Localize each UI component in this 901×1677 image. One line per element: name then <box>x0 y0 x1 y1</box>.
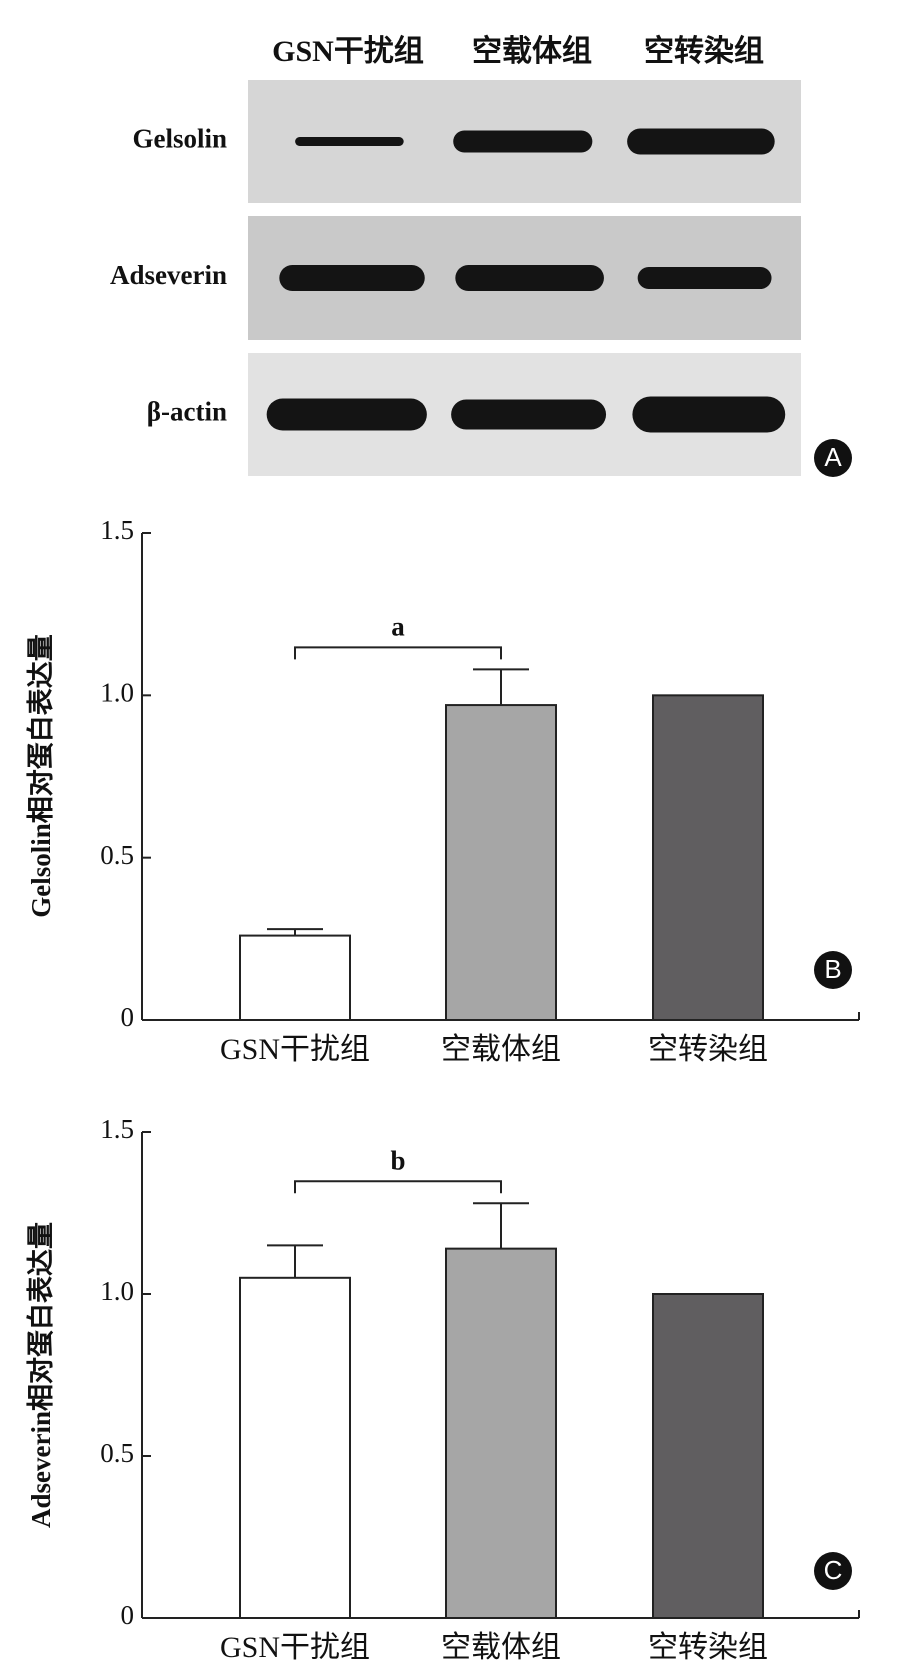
y-tick-label: 0 <box>121 1600 135 1630</box>
blot-column-label: 空转染组 <box>644 34 764 68</box>
panel-label: C <box>824 1555 843 1585</box>
blot-band <box>451 399 607 430</box>
significance-bracket <box>294 1180 502 1194</box>
x-tick-label: 空载体组 <box>441 1033 561 1066</box>
blot-row-label: β-actin <box>147 397 227 427</box>
blot-band <box>279 265 425 291</box>
blot-band <box>295 137 404 146</box>
panel-label-badge <box>814 951 852 989</box>
blot-column-label: 空载体组 <box>472 34 592 68</box>
blot-band <box>627 128 775 155</box>
bar <box>445 704 557 1021</box>
y-axis-label: Gelsolin相对蛋白表达量 <box>25 634 56 918</box>
blot-band <box>455 265 604 291</box>
panel-label: A <box>824 442 842 472</box>
y-tick-label: 1.5 <box>100 1114 134 1144</box>
bar <box>239 1276 351 1620</box>
y-tick-label: 0.5 <box>100 840 134 870</box>
panel-label: B <box>824 954 841 984</box>
panel-label-badge <box>814 1552 852 1590</box>
y-tick-label: 1.5 <box>100 515 134 545</box>
x-tick-label: 空转染组 <box>648 1033 768 1066</box>
significance-bracket <box>294 646 502 660</box>
y-tick-label: 0 <box>121 1002 135 1032</box>
blot-band <box>632 396 786 433</box>
x-tick-label: 空转染组 <box>648 1631 768 1664</box>
y-tick-label: 1.0 <box>100 678 134 708</box>
blot-row-label: Gelsolin <box>132 124 227 154</box>
bar <box>652 694 764 1021</box>
blot-band <box>637 267 772 289</box>
x-tick-label: GSN干扰组 <box>220 1033 370 1066</box>
y-tick-label: 1.0 <box>100 1276 134 1306</box>
y-axis-label: Adseverin相对蛋白表达量 <box>25 1222 56 1528</box>
blot-column-label: GSN干扰组 <box>272 34 424 68</box>
y-tick-label: 0.5 <box>100 1438 134 1468</box>
bar <box>239 934 351 1021</box>
blot-band <box>266 398 427 431</box>
x-tick-label: 空载体组 <box>441 1631 561 1664</box>
significance-label: b <box>390 1145 405 1175</box>
blot-row-label: Adseverin <box>110 260 227 290</box>
bar <box>445 1247 557 1619</box>
blot-band <box>453 130 593 153</box>
panel-label-badge <box>814 439 852 477</box>
significance-label: a <box>391 612 405 642</box>
bar <box>652 1293 764 1619</box>
x-tick-label: GSN干扰组 <box>220 1631 370 1664</box>
